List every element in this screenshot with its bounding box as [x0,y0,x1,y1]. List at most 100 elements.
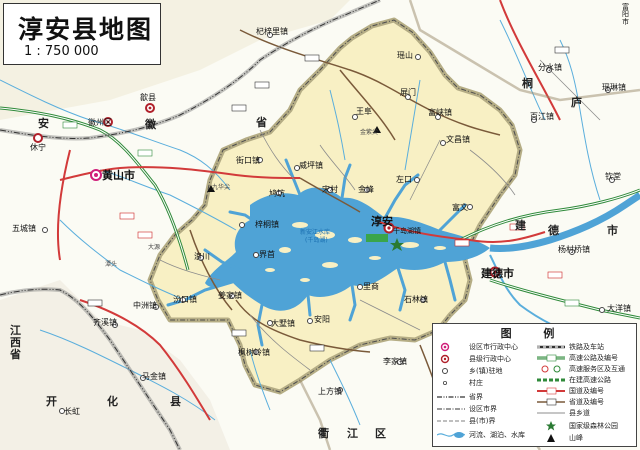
place-label: 德 [548,224,559,237]
place-label: 淳安 [371,215,393,228]
peak-label: 金紫尖 [360,129,379,136]
place-label: 建 [515,219,526,232]
xinan-river [489,192,640,252]
place-label: 金峰 [358,185,374,194]
place-label: 汾口镇 [173,295,197,304]
place-label: 石林镇 [404,295,428,304]
lake-label: (千岛湖) [305,237,328,244]
place-label: 瑶琳镇 [602,83,626,92]
place-label: 中洲镇 [133,301,157,310]
peak-label: 九华尖 [212,184,231,191]
place-label: 李家镇 [383,357,407,366]
province-boundary-icon [437,396,465,398]
place-label: 分水镇 [538,63,562,72]
place-label: 富峡镇 [428,108,452,117]
jiangxi-boundary [0,288,181,450]
city-center-icon [440,342,450,352]
expressway-building-icon [537,378,565,382]
place-label: 宋村 [322,185,338,194]
town-seat-icon [442,368,448,374]
place-label: 文昌镇 [446,135,470,144]
place-label: 歙县 [140,93,156,102]
peak-icon [547,434,555,442]
place-label: 开 [46,395,57,408]
national-roads [57,0,561,421]
map-title-box: 淳安县地图 1 : 750 000 [3,3,161,65]
settlement-markers [33,103,501,278]
place-label: 黄山市 [102,169,135,182]
place-label-small: 大源 [148,244,161,251]
town-markers [42,32,615,414]
place-label: 枫树岭镇 [238,348,270,357]
county-road-icon [537,412,565,414]
peak-icon [207,185,215,192]
place-label: 百江镇 [530,112,554,121]
place-label: 江 [347,427,358,440]
road-shields [62,46,580,352]
province-boundary [0,0,381,139]
place-label: 鸠坑 [269,189,285,198]
national-road-icon [537,387,565,395]
place-label: 左口 [396,175,412,184]
expressway-icon [537,354,565,362]
county-roads [159,59,601,371]
lake-islands [265,222,446,282]
place-label: 大洋镇 [607,304,631,313]
place-label: 建德市 [481,267,514,280]
place-label: 市 [607,224,618,237]
map-scale: 1 : 750 000 [24,44,99,59]
place-label: 江西省 [10,324,21,362]
water-icon [437,432,465,438]
place-label: 杨村桥镇 [558,245,590,254]
place-label: 安 [38,117,49,130]
place-label: 上方镇 [318,387,342,396]
place-label: 梓桐镇 [255,220,279,229]
rivers [0,19,601,426]
place-label: 大墅镇 [271,319,295,328]
place-label: 休宁 [30,143,46,152]
place-label: 徽州区 [88,118,112,127]
forest-park-star-icon [390,238,404,251]
place-label: 五城镇 [12,224,36,233]
place-label: 徽 [145,118,156,131]
place-label: 富文 [452,203,468,212]
place-label: 钦堂 [605,172,621,181]
place-label: 街口镇 [236,156,260,165]
place-label: 姜家镇 [218,291,242,300]
provincial-road-icon [537,398,565,406]
forest-park-marker [366,234,388,242]
qiandao-lake [205,187,490,311]
place-label: 区 [375,427,386,440]
city-boundary-icon [437,408,465,410]
place-label-small: 潭头 [105,261,118,268]
place-label: 长虹 [64,407,80,416]
place-label: 安阳 [314,315,330,324]
place-label: 界首 [259,250,275,259]
place-label: 千岛湖镇 [393,227,421,235]
map-legend: 图 例 设区市行政中心 县级行政中心 乡(镇)驻地 村庄 省界 设区市界 县(市… [432,323,637,447]
place-label: 屏门 [400,88,416,97]
kaihua-region [0,280,230,450]
place-label: 省 [256,116,267,129]
place-label: 杞梓里镇 [256,27,288,36]
place-label: 王阜 [356,107,372,116]
place-label: 马金镇 [142,372,166,381]
expressway-centerlines [0,107,640,319]
place-label: 庐 [571,96,582,109]
service-area-icon [541,365,561,373]
place-label: 衢 [318,427,329,440]
place-label: 县 [170,395,181,408]
railway-icon [537,345,565,349]
place-label: 瑶山 [397,51,413,60]
lake-label: 新安江水库 [300,229,331,236]
place-label: 富阳市 [622,3,629,26]
place-label: 浪川 [194,252,210,261]
county-boundary-icon [437,420,465,422]
place-label: 齐溪镇 [93,318,117,327]
legend-title: 图 例 [500,327,569,340]
forest-park-icon [546,421,556,431]
place-label: 里商 [363,282,379,291]
county-center-icon [440,354,450,364]
place-label: 化 [107,395,118,408]
